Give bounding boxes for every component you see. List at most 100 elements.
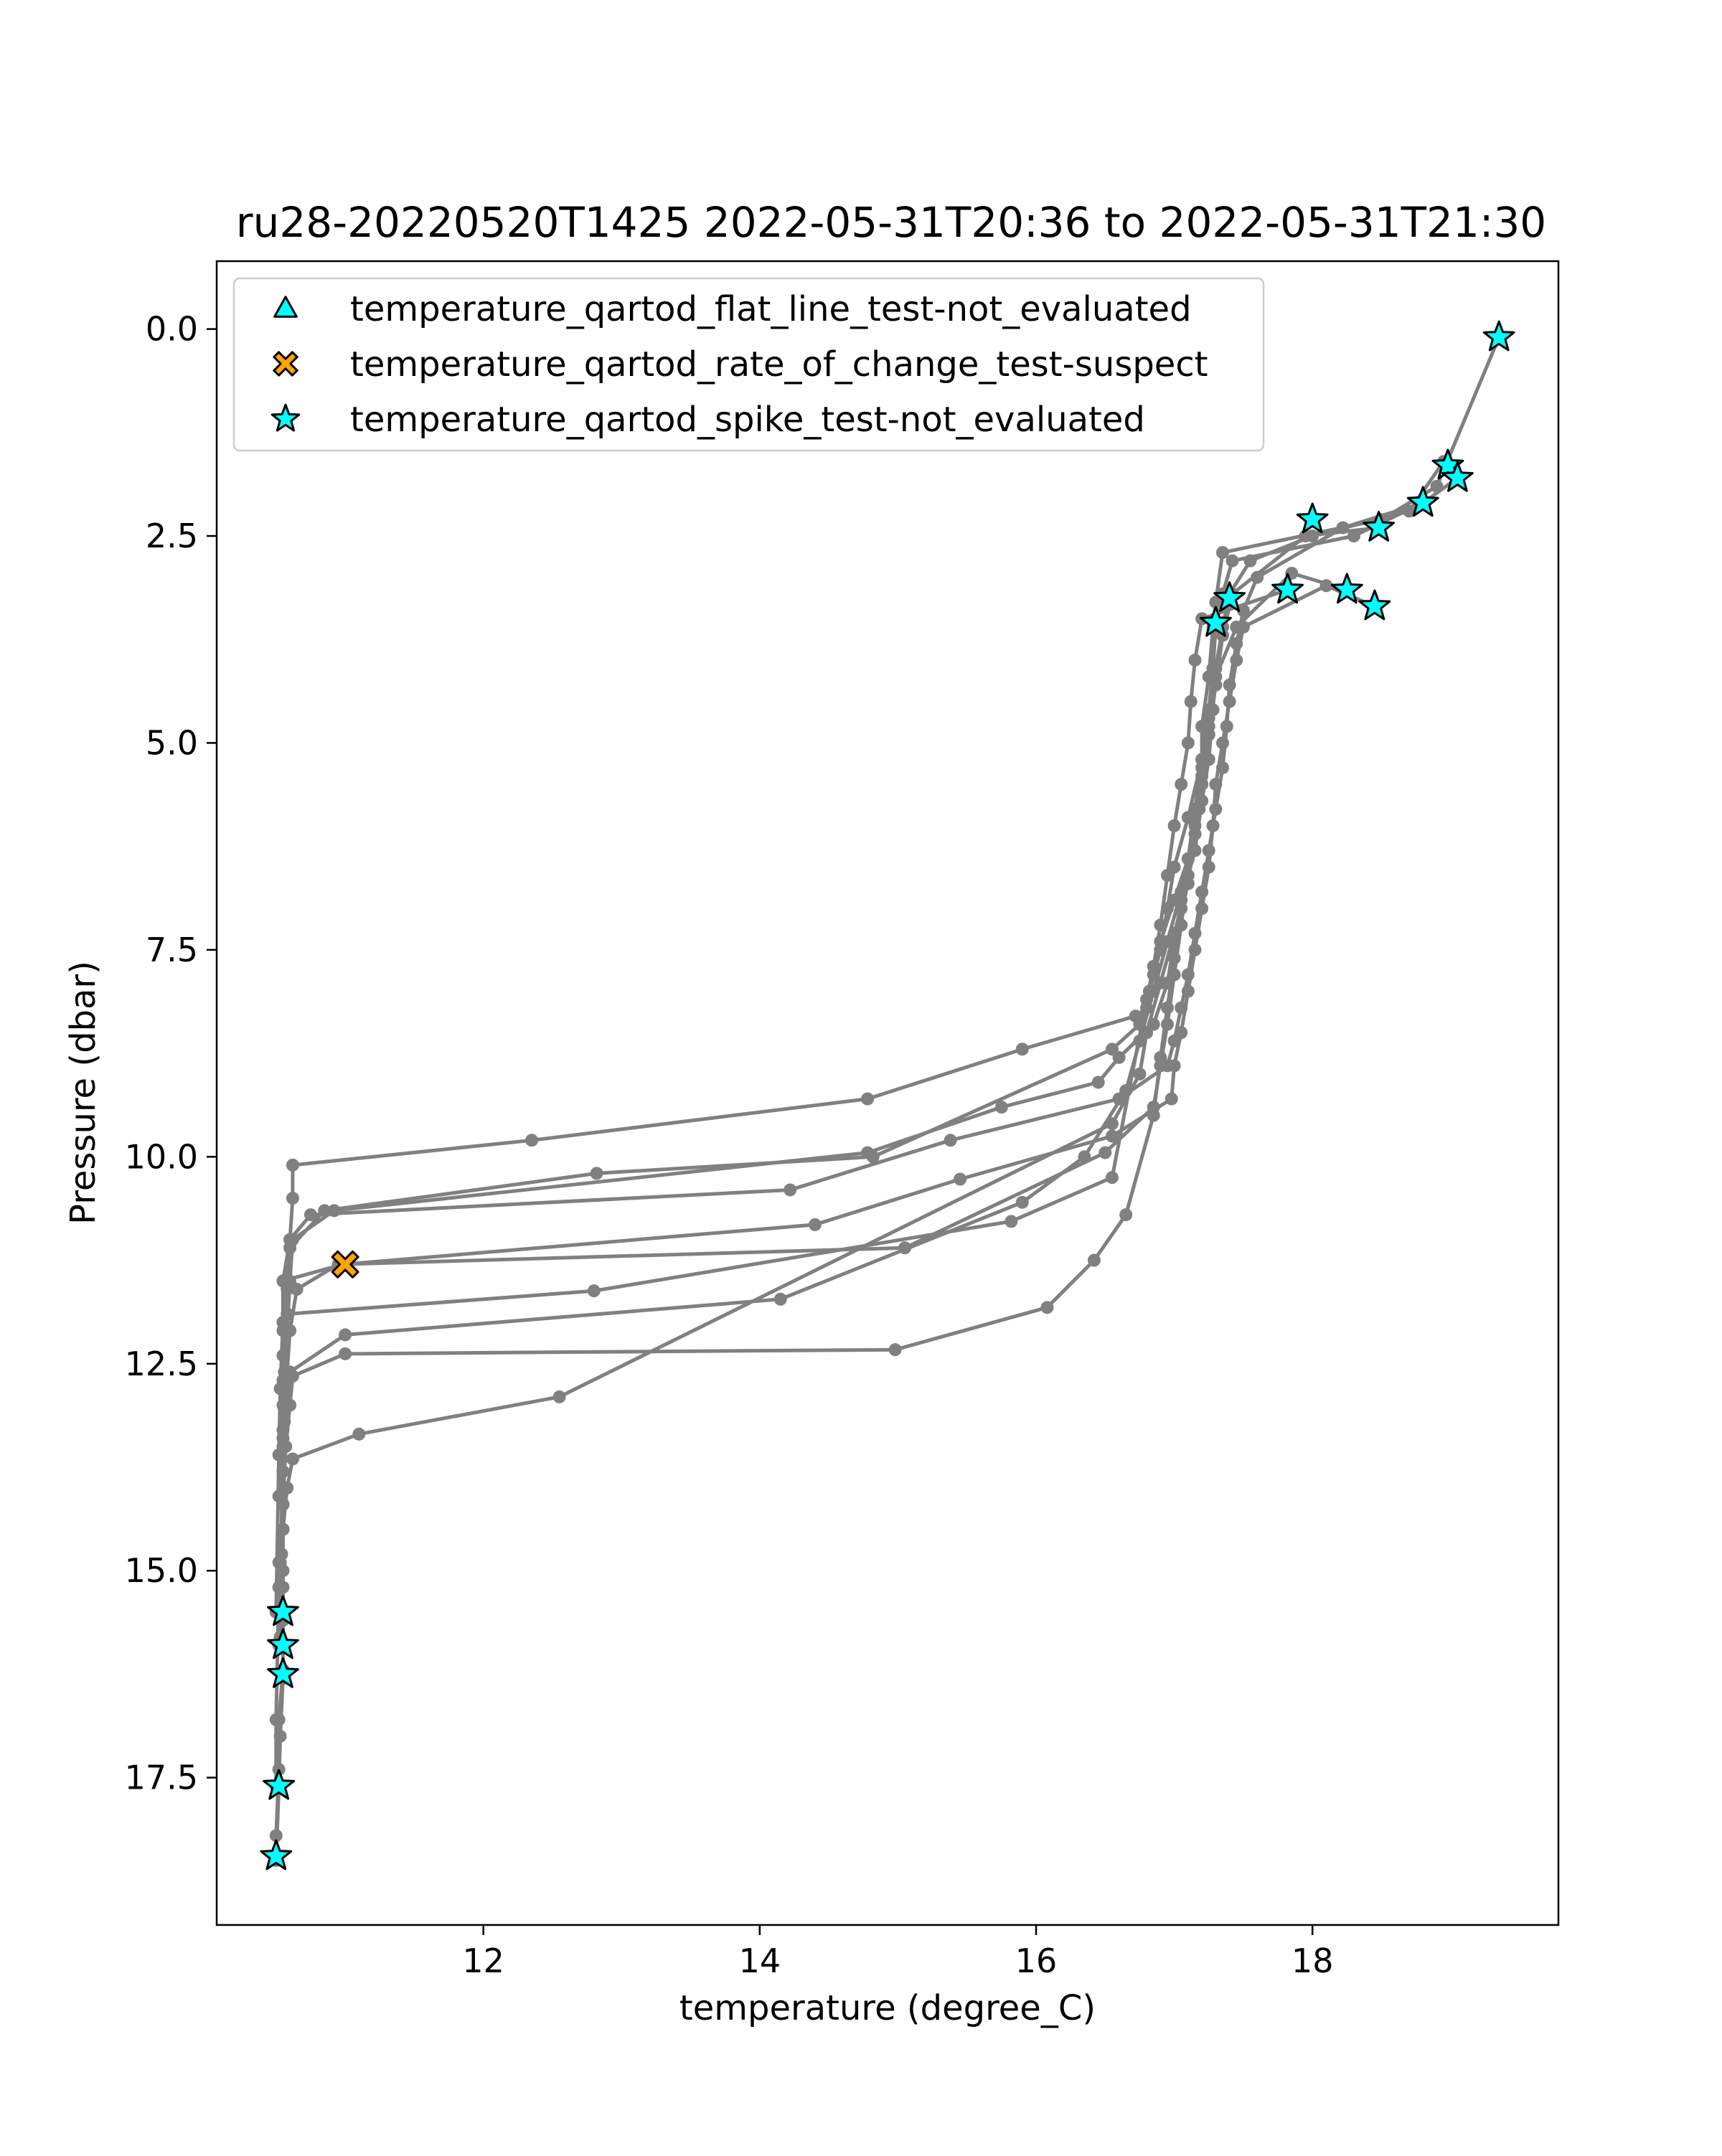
profile-line xyxy=(274,336,1501,1861)
profile-point xyxy=(1202,860,1215,874)
y-tick-label: 7.5 xyxy=(146,931,198,969)
y-axis-ticks: 0.0 2.5 5.0 7.5 10.0 12.5 15.0 17.5 xyxy=(125,310,217,1797)
profile-3 xyxy=(272,455,1451,1652)
profile-line xyxy=(277,460,1446,1646)
profile-point xyxy=(1216,546,1230,560)
profile-point xyxy=(283,1233,297,1246)
profile-point xyxy=(1087,1253,1101,1267)
legend-marker-temperature-qartod-spike-test-not-evaluated xyxy=(270,403,301,432)
profile-point xyxy=(994,1101,1008,1114)
profile-point xyxy=(1147,1108,1160,1122)
profile-point xyxy=(276,1564,290,1578)
profile-line xyxy=(277,501,1424,1497)
flag-markers-layer xyxy=(260,320,1515,1870)
star-marker-temperature-qartod-spike-test-not-evaluated xyxy=(1271,573,1304,604)
plot-area-frame xyxy=(215,260,1560,1926)
profile-point xyxy=(1119,1208,1133,1222)
profile-1 xyxy=(269,331,1506,1868)
x-tick-label: 14 xyxy=(739,1941,781,1980)
profile-point xyxy=(1004,1215,1018,1228)
profile-point xyxy=(1154,1050,1167,1064)
profile-point xyxy=(587,1284,601,1298)
profile-point xyxy=(1015,1195,1029,1209)
profile-point xyxy=(1167,951,1181,965)
profile-point xyxy=(1195,902,1209,915)
y-axis-label: Pressure (dbar) xyxy=(63,961,103,1225)
x-axis-ticks: 12 14 16 18 xyxy=(462,1925,1333,1980)
profile-point xyxy=(1147,959,1160,973)
profile-point xyxy=(352,1427,366,1441)
star-marker-temperature-qartod-spike-test-not-evaluated xyxy=(1330,573,1363,604)
profile-point xyxy=(339,1328,352,1342)
x-tick-label: 18 xyxy=(1292,1941,1334,1980)
star-marker-temperature-qartod-spike-test-not-evaluated xyxy=(1358,589,1391,621)
profile-point xyxy=(1188,827,1202,841)
profile-7 xyxy=(273,583,1294,1644)
star-marker-temperature-qartod-spike-test-not-evaluated xyxy=(1406,486,1439,517)
y-tick-label: 2.5 xyxy=(146,517,198,555)
profile-point xyxy=(1105,1117,1119,1131)
star-marker-temperature-qartod-spike-test-not-evaluated xyxy=(1200,606,1232,637)
profile-5 xyxy=(269,579,1381,1619)
profile-9 xyxy=(272,616,1223,1619)
profile-point xyxy=(552,1390,566,1403)
y-tick-label: 5.0 xyxy=(146,723,198,762)
profile-point xyxy=(304,1208,317,1222)
profile-line xyxy=(274,598,1232,1836)
profile-point xyxy=(1181,877,1195,890)
profile-line xyxy=(280,476,1459,1612)
profile-point xyxy=(290,1282,304,1296)
profile-point xyxy=(1175,778,1188,791)
profile-point xyxy=(1243,554,1257,568)
profile-point xyxy=(1040,1301,1054,1314)
profile-point xyxy=(1184,695,1198,708)
x-filled-marker-temperature-qartod-rate-of-change-test-suspect xyxy=(331,1250,359,1279)
x-axis-label: temperature (degree_C) xyxy=(679,1988,1096,2028)
profile-point xyxy=(286,1370,299,1383)
legend-label: temperature_qartod_spike_test-not_evalua… xyxy=(350,400,1145,440)
profile-point xyxy=(1202,728,1215,741)
profile-point xyxy=(1165,1092,1178,1106)
profile-point xyxy=(1225,554,1239,568)
profile-point xyxy=(1188,943,1202,956)
star-marker-temperature-qartod-spike-test-not-evaluated xyxy=(1441,461,1474,492)
profile-point xyxy=(281,1307,294,1321)
y-tick-label: 17.5 xyxy=(125,1759,198,1797)
profile-point xyxy=(281,1481,294,1494)
chart-title: ru28-20220520T1425 2022-05-31T20:36 to 2… xyxy=(236,198,1546,247)
profile-point xyxy=(1160,869,1174,882)
profile-point xyxy=(1230,654,1243,667)
profile-point xyxy=(1251,570,1264,584)
star-marker-temperature-qartod-spike-test-not-evaluated xyxy=(1482,320,1515,352)
profile-point xyxy=(1154,976,1167,990)
profile-point xyxy=(861,1092,875,1106)
star-marker-temperature-qartod-spike-test-not-evaluated xyxy=(267,1595,299,1627)
profile-point xyxy=(861,1146,875,1159)
profile-point xyxy=(1167,1059,1181,1073)
profile-point xyxy=(269,1829,283,1842)
profile-point xyxy=(1160,1001,1174,1015)
profile-point xyxy=(954,1172,967,1186)
profile-point xyxy=(276,1349,290,1362)
profile-point xyxy=(1154,918,1167,932)
legend-marker-temperature-qartod-flat-line-test-not-evaluated xyxy=(273,296,298,318)
y-tick-label: 15.0 xyxy=(125,1551,198,1590)
profile-point xyxy=(1175,1026,1188,1040)
profile-point xyxy=(1167,926,1181,940)
profile-point xyxy=(276,1522,290,1536)
legend-marker-temperature-qartod-rate-of-change-test-suspect xyxy=(273,351,298,377)
profile-point xyxy=(1167,819,1181,832)
profile-point xyxy=(944,1134,957,1147)
star-marker-temperature-qartod-spike-test-not-evaluated xyxy=(1213,581,1246,612)
profile-point xyxy=(1230,620,1243,634)
profile-point xyxy=(286,1192,299,1205)
profile-point xyxy=(808,1218,822,1231)
profile-point xyxy=(286,1158,299,1172)
y-tick-label: 10.0 xyxy=(125,1137,198,1176)
profile-2 xyxy=(275,471,1464,1619)
profile-point xyxy=(1209,678,1223,692)
profile-point xyxy=(1181,736,1195,750)
profile-point xyxy=(279,1440,293,1454)
